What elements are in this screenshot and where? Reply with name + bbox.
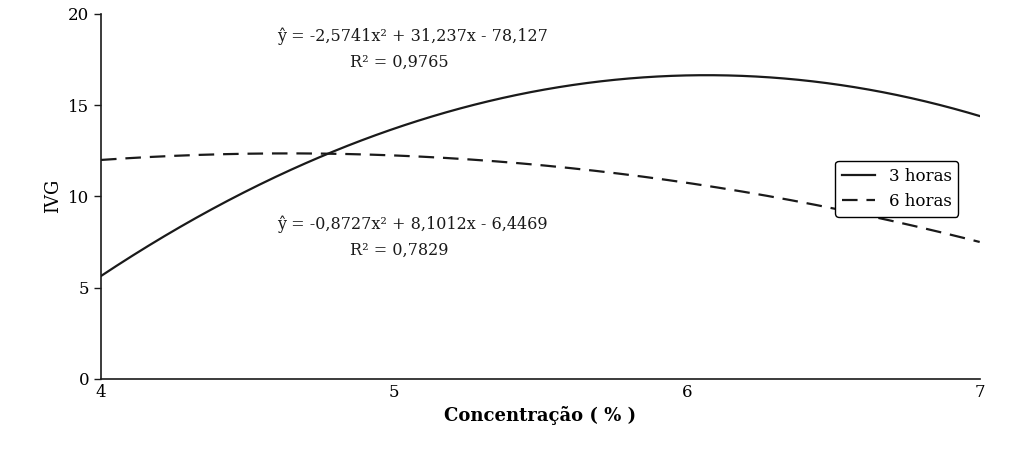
6 horas — [519, 161, 531, 166]
3 horas — [517, 91, 529, 96]
6 horas — [572, 166, 584, 172]
Text: R² = 0,7829: R² = 0,7829 — [349, 242, 448, 259]
6 horas — [284, 151, 296, 156]
Text: R² = 0,9765: R² = 0,9765 — [349, 54, 448, 71]
3 horas — [95, 273, 107, 279]
6 horas — [974, 239, 986, 245]
Text: ŷ = -2,5741x² + 31,237x - 78,127: ŷ = -2,5741x² + 31,237x - 78,127 — [277, 28, 547, 45]
3 horas — [512, 92, 524, 97]
6 horas — [95, 157, 107, 163]
Legend: 3 horas, 6 horas: 3 horas, 6 horas — [835, 161, 958, 217]
Text: ŷ = -0,8727x² + 8,1012x - 6,4469: ŷ = -0,8727x² + 8,1012x - 6,4469 — [277, 216, 547, 233]
3 horas — [618, 76, 630, 82]
Y-axis label: IVG: IVG — [44, 179, 63, 213]
3 horas — [974, 113, 986, 119]
3 horas — [954, 108, 967, 113]
Line: 3 horas: 3 horas — [101, 75, 980, 276]
X-axis label: Concentração ( % ): Concentração ( % ) — [444, 406, 636, 425]
6 horas — [514, 161, 526, 166]
6 horas — [954, 234, 967, 240]
3 horas — [701, 73, 713, 78]
3 horas — [817, 80, 829, 85]
3 horas — [571, 82, 583, 87]
6 horas — [620, 172, 632, 177]
Line: 6 horas: 6 horas — [101, 153, 980, 242]
6 horas — [817, 204, 829, 209]
